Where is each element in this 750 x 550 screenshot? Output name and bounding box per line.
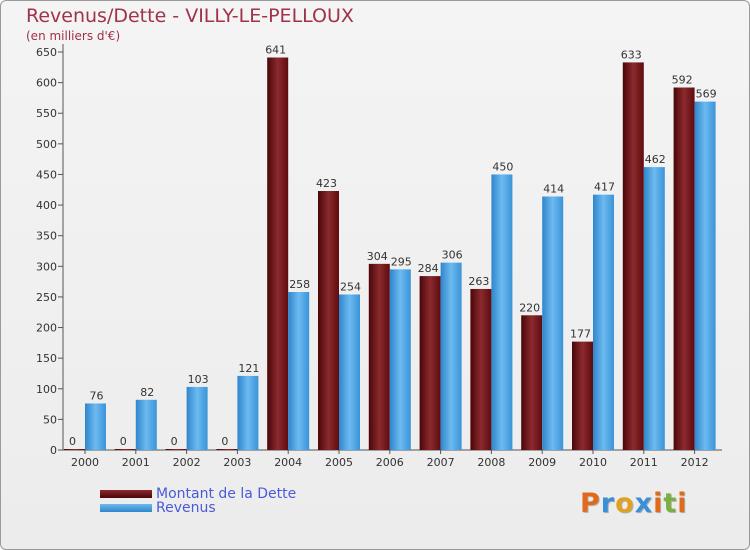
- debt-bar: [622, 62, 644, 450]
- debt-value-label: 0: [69, 435, 76, 448]
- debt-value-label: 177: [570, 328, 591, 341]
- debt-bar: [470, 288, 492, 450]
- revenue-value-label: 295: [391, 255, 412, 268]
- y-tick-label: 0: [50, 444, 57, 457]
- revenue-bar: [237, 375, 259, 450]
- revenue-bar: [593, 194, 614, 450]
- debt-value-label: 423: [316, 177, 337, 190]
- debt-value-label: 284: [418, 262, 439, 275]
- y-tick-label: 350: [36, 230, 57, 243]
- revenue-bar: [85, 403, 106, 450]
- x-tick-label: 2000: [71, 456, 99, 469]
- x-tick-label: 2005: [325, 456, 353, 469]
- revenue-bar: [135, 399, 157, 450]
- legend-swatch-dette: [100, 490, 152, 498]
- legend-label-dette: Montant de la Dette: [156, 486, 297, 502]
- logo-letter: o: [615, 488, 635, 519]
- y-tick-label: 150: [36, 352, 57, 365]
- debt-value-label: 0: [120, 435, 127, 448]
- revenue-value-label: 414: [543, 183, 564, 196]
- x-tick-label: 2007: [427, 456, 455, 469]
- revenue-value-label: 569: [696, 88, 717, 101]
- y-tick-label: 500: [36, 138, 57, 151]
- revenue-value-label: 121: [238, 362, 259, 375]
- revenue-value-label: 306: [442, 249, 463, 262]
- revenue-value-label: 82: [140, 386, 154, 399]
- debt-value-label: 304: [367, 250, 388, 263]
- chart-subtitle: (en milliers d'€): [26, 29, 121, 43]
- debt-value-label: 592: [672, 74, 693, 87]
- logo-letter: r: [600, 488, 616, 519]
- x-tick-label: 2008: [477, 456, 505, 469]
- revenue-bar: [694, 101, 716, 450]
- revenue-bar: [491, 174, 513, 450]
- debt-value-label: 0: [171, 435, 178, 448]
- debt-value-label: 263: [468, 275, 489, 288]
- debt-bar: [267, 57, 289, 450]
- y-tick-label: 250: [36, 291, 57, 304]
- y-tick-label: 450: [36, 168, 57, 181]
- x-tick-label: 2001: [122, 456, 150, 469]
- debt-bar: [165, 449, 187, 450]
- y-tick-label: 200: [36, 322, 57, 335]
- debt-value-label: 633: [621, 48, 642, 61]
- revenue-bar: [643, 167, 665, 451]
- debt-bar: [64, 449, 85, 450]
- revenue-value-label: 258: [289, 278, 310, 291]
- debt-bar: [318, 190, 339, 451]
- revenue-value-label: 462: [645, 153, 666, 166]
- logo-letter: t: [663, 488, 678, 519]
- x-tick-label: 2010: [579, 456, 607, 469]
- revenue-bar: [186, 386, 208, 450]
- y-tick-label: 400: [36, 199, 57, 212]
- logo-letter: x: [634, 488, 654, 519]
- y-tick-label: 50: [43, 413, 57, 426]
- revenue-value-label: 450: [492, 160, 513, 173]
- x-tick-label: 2012: [681, 456, 709, 469]
- y-tick-label: 100: [36, 383, 57, 396]
- debt-bar: [673, 87, 695, 450]
- legend-label-revenus: Revenus: [156, 500, 216, 516]
- chart-title: Revenus/Dette - VILLY-LE-PELLOUX: [26, 5, 354, 27]
- logo-letter: i: [653, 488, 664, 519]
- y-tick-label: 550: [36, 107, 57, 120]
- logo-letter: P: [580, 488, 601, 519]
- chart-axes: 0 50 100 150 200 250 300 350 400 450 500 550 600 650 2…: [36, 44, 722, 469]
- x-tick-label: 2009: [528, 456, 556, 469]
- debt-bar: [216, 449, 238, 450]
- y-tick-label: 300: [36, 260, 57, 273]
- revenue-value-label: 103: [188, 373, 209, 386]
- debt-bar: [572, 341, 593, 450]
- revenue-value-label: 254: [340, 280, 361, 293]
- y-tick-label: 650: [36, 46, 57, 59]
- x-tick-label: 2006: [376, 456, 404, 469]
- revenue-bar: [542, 196, 564, 450]
- debt-value-label: 0: [221, 435, 228, 448]
- chart-data-labels: 0 0 0 0 641 423 304 284 263 220 177 633 592 76 82 103 12…: [69, 44, 717, 448]
- revenue-bar: [339, 294, 360, 450]
- legend-swatch-revenus: [100, 504, 152, 512]
- debt-bar: [368, 263, 390, 450]
- x-tick-label: 2003: [223, 456, 251, 469]
- chart-bars: [64, 57, 716, 451]
- debt-bar: [521, 315, 543, 450]
- debt-value-label: 220: [519, 301, 540, 314]
- y-tick-label: 600: [36, 77, 57, 90]
- debt-bar: [114, 449, 136, 450]
- logo-letter: i: [677, 488, 688, 519]
- revenue-bar: [440, 262, 462, 450]
- revenue-bar: [288, 292, 310, 450]
- revenue-value-label: 76: [90, 389, 104, 402]
- revenue-bar: [389, 269, 411, 450]
- x-tick-label: 2004: [274, 456, 302, 469]
- debt-bar: [419, 276, 441, 450]
- revenue-value-label: 417: [594, 181, 615, 194]
- x-tick-label: 2002: [173, 456, 201, 469]
- debt-value-label: 641: [265, 44, 286, 57]
- proxiti-logo: Proxiti: [580, 488, 688, 519]
- x-tick-label: 2011: [630, 456, 658, 469]
